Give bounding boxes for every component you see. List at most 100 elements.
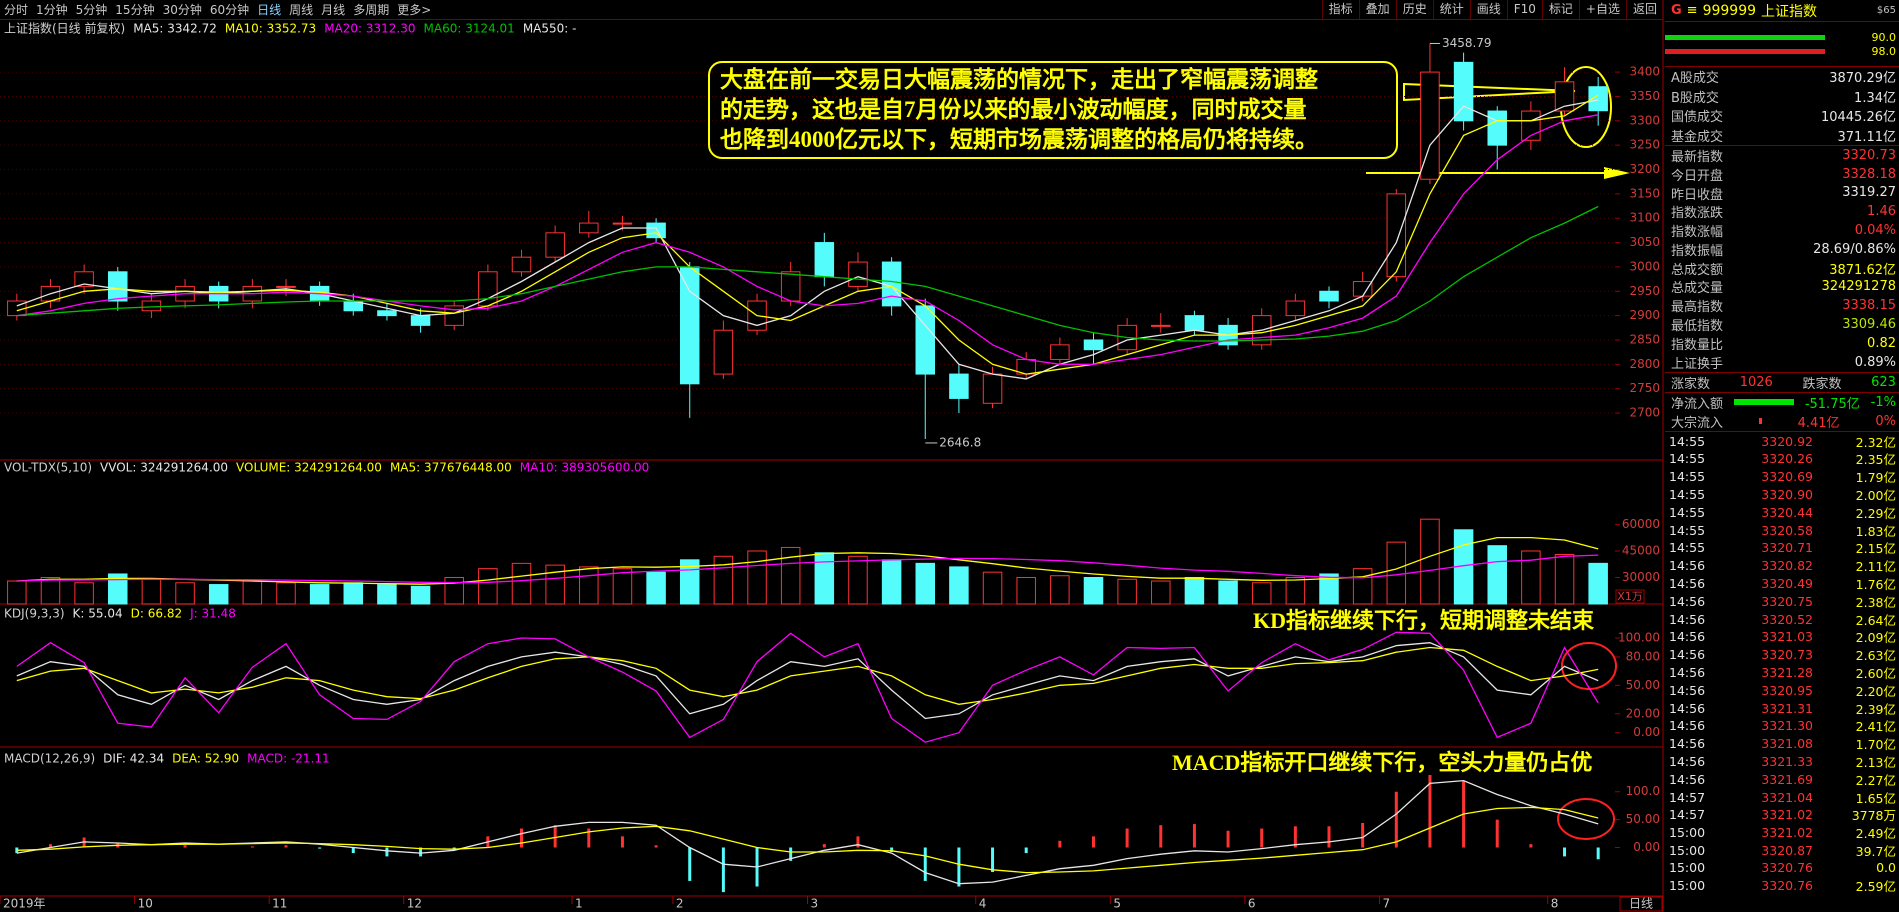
x-tick-label: 3 bbox=[811, 897, 819, 911]
period-tab[interactable]: 5分钟 bbox=[75, 3, 108, 17]
tool-button[interactable]: +自选 bbox=[1578, 0, 1626, 19]
tick-row: 14:55 3320.92 2.32亿 bbox=[1665, 432, 1899, 450]
candle-body bbox=[848, 261, 868, 287]
period-tabs: 分时 1分钟 5分钟 15分钟 30分钟 60分钟 日线 周线 月线 多周期 更多> bbox=[0, 1, 435, 18]
tick-time: 14:56 bbox=[1669, 682, 1706, 698]
period-tab[interactable]: 15分钟 bbox=[115, 3, 155, 17]
period-tab[interactable]: 1分钟 bbox=[36, 3, 68, 17]
ratio-bar bbox=[1665, 34, 1825, 40]
value: 3328.18 bbox=[1842, 166, 1896, 182]
candle-body bbox=[74, 271, 94, 287]
period-tab[interactable]: 周线 bbox=[289, 3, 314, 17]
tick-volume: 2.38亿 bbox=[1855, 594, 1896, 610]
period-tab[interactable]: 日线 bbox=[257, 3, 282, 17]
tick-volume: 2.49亿 bbox=[1855, 826, 1896, 842]
label: 基金成交 bbox=[1671, 129, 1724, 145]
tick-volume: 3778万 bbox=[1851, 808, 1896, 824]
tick-price: 3320.92 bbox=[1761, 433, 1813, 449]
tick-volume: 2.41亿 bbox=[1855, 719, 1896, 735]
tick-row: 14:56 3321.33 2.13亿 bbox=[1665, 752, 1899, 770]
candle-body bbox=[1588, 86, 1608, 112]
quote-section: 最新指数 3320.73 今日开盘 3328.18 昨日收盘 3319.27 指数涨跌 1.4… bbox=[1665, 146, 1899, 373]
value: 3319.27 bbox=[1842, 185, 1896, 201]
tool-button[interactable]: 历史 bbox=[1395, 0, 1433, 19]
legend-item: DIF: 42.34 bbox=[103, 752, 164, 766]
legend-item: VOLUME: 324291264.00 bbox=[236, 461, 382, 475]
value: 324291278 bbox=[1821, 279, 1896, 295]
candle-body bbox=[713, 329, 734, 375]
label: 今日开盘 bbox=[1671, 168, 1724, 184]
x-tick-label: 8 bbox=[1551, 897, 1559, 911]
period-tab[interactable]: 月线 bbox=[321, 3, 346, 17]
code: 999999 bbox=[1702, 2, 1757, 19]
tick-volume: 2.09亿 bbox=[1855, 630, 1896, 646]
volume-bar bbox=[612, 568, 633, 605]
x-tick-label: 2019年 bbox=[3, 897, 46, 911]
panel-title: KDJ(9,3,3) bbox=[4, 607, 65, 621]
tool-button[interactable]: 标记 bbox=[1541, 0, 1579, 19]
badge: G bbox=[1671, 3, 1682, 18]
label: 指数涨跌 bbox=[1671, 206, 1724, 222]
kd-annotation: KD指标继续下行，短期调整未结束 bbox=[1253, 608, 1595, 633]
panel-title: MACD(12,26,9) bbox=[4, 752, 95, 766]
menu-icon[interactable]: ≡ bbox=[1686, 3, 1698, 18]
tick-time: 14:57 bbox=[1669, 789, 1706, 805]
tool-button[interactable]: 统计 bbox=[1432, 0, 1470, 19]
tool-button[interactable]: 画线 bbox=[1469, 0, 1507, 19]
quote-row: 总成交额 3871.62亿 bbox=[1665, 259, 1899, 278]
value: 0.89% bbox=[1854, 354, 1896, 370]
candle-body bbox=[1554, 81, 1575, 112]
ratio-value: 90.0 bbox=[1871, 30, 1897, 44]
tool-button[interactable]: 返回 bbox=[1625, 0, 1663, 19]
tool-button[interactable]: F10 bbox=[1506, 0, 1542, 19]
pct: 0% bbox=[1875, 413, 1896, 429]
label: 指数涨幅 bbox=[1671, 225, 1724, 241]
volume-bar bbox=[511, 562, 532, 605]
legend-item: MA10: 389305600.00 bbox=[520, 461, 650, 475]
volume-bar bbox=[40, 576, 61, 605]
turnover-row: 基金成交 371.11亿 bbox=[1665, 126, 1899, 146]
tick-volume: 2.39亿 bbox=[1855, 701, 1896, 717]
label: 昨日收盘 bbox=[1671, 187, 1724, 203]
tick-price: 3320.76 bbox=[1761, 860, 1813, 876]
period-tab[interactable]: 分时 bbox=[4, 3, 29, 17]
legend-item: J: 31.48 bbox=[189, 607, 236, 621]
volume-bar bbox=[679, 559, 700, 605]
quote-row: 总成交量 324291278 bbox=[1665, 278, 1899, 296]
candle-body bbox=[410, 315, 431, 326]
legend-item: MA5: 377676448.00 bbox=[390, 461, 512, 475]
tool-buttons: 指标 叠加 历史 统计 画线 F10 标记 +自选 返回 bbox=[1321, 0, 1663, 19]
tick-time: 14:56 bbox=[1669, 736, 1706, 752]
legend-item: DEA: 52.90 bbox=[172, 752, 239, 766]
tick-price: 3320.90 bbox=[1761, 486, 1813, 502]
volume-bar bbox=[444, 576, 464, 605]
period-tab[interactable]: 60分钟 bbox=[209, 3, 250, 17]
y-tick-label: 60000 bbox=[1622, 517, 1660, 531]
value: 28.69/0.86% bbox=[1813, 241, 1896, 257]
candle-body bbox=[1050, 344, 1070, 360]
tick-price: 3321.04 bbox=[1761, 789, 1813, 805]
candle-body bbox=[949, 373, 969, 399]
volume-bar bbox=[108, 573, 128, 605]
tick-row: 14:56 3321.31 2.39亿 bbox=[1665, 699, 1899, 717]
period-label: 日线 bbox=[1629, 897, 1653, 911]
period-tab[interactable]: 更多> bbox=[397, 3, 432, 17]
period-tab[interactable]: 30分钟 bbox=[162, 3, 202, 17]
turnover-section: A股成交 3870.29亿 B股成交 1.34亿 国债成交 10445.26亿 基金成交 37… bbox=[1665, 67, 1899, 146]
y-tick-label: 3000 bbox=[1629, 259, 1660, 273]
tick-price: 3321.31 bbox=[1761, 700, 1813, 716]
volume-bar bbox=[881, 559, 902, 605]
tick-time: 14:56 bbox=[1669, 718, 1706, 734]
quote-row: 指数涨跌 1.46 bbox=[1665, 202, 1899, 221]
tool-button[interactable]: 指标 bbox=[1321, 0, 1359, 19]
value: 3871.62亿 bbox=[1829, 262, 1896, 278]
chart: 3400 3350 3300 3250 3200 3150 3100 3050 3000 2950… bbox=[0, 0, 1664, 912]
y-tick-label: 3300 bbox=[1629, 113, 1660, 127]
tick-row: 14:55 3320.44 2.29亿 bbox=[1665, 503, 1899, 521]
period-tab[interactable]: 多周期 bbox=[353, 3, 390, 17]
flow-row: 大宗流入 4.41亿 0% bbox=[1665, 412, 1899, 431]
quote-row: 上证换手 0.89% bbox=[1665, 353, 1899, 372]
quote-row: 昨日收盘 3319.27 bbox=[1665, 184, 1899, 203]
candle-body bbox=[780, 271, 801, 302]
tool-button[interactable]: 叠加 bbox=[1358, 0, 1396, 19]
